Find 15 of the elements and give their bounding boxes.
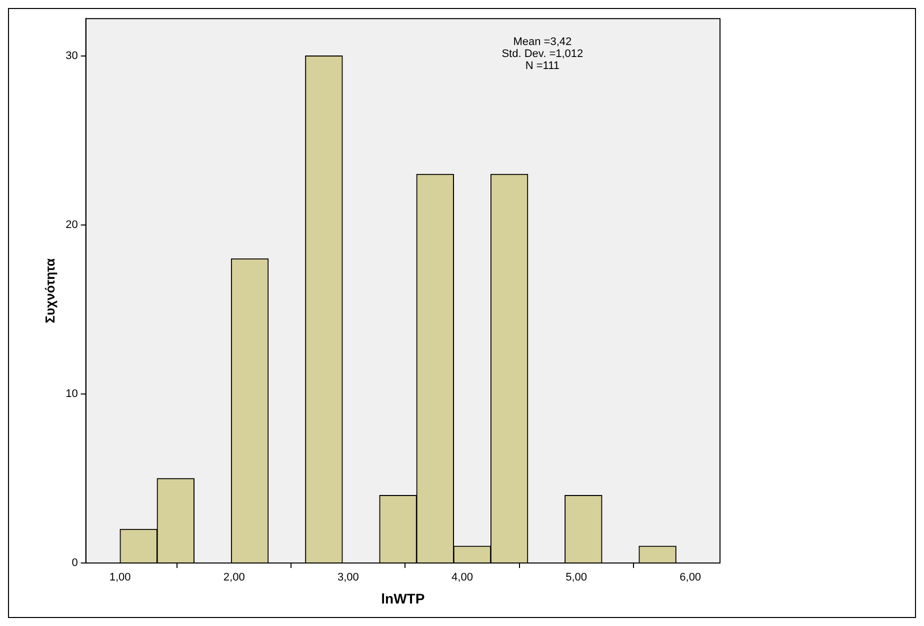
x-tick-label: 5,00: [566, 572, 587, 584]
y-tick-label: 10: [66, 388, 78, 400]
y-axis-title: Συχνότητα: [42, 258, 58, 324]
annotation: Mean =3,42: [513, 36, 572, 48]
x-tick-label: 4,00: [452, 572, 473, 584]
x-tick-label: 3,00: [337, 572, 359, 584]
x-axis-title: lnWTP: [381, 590, 425, 606]
y-tick-label: 30: [66, 50, 78, 62]
x-tick-label: 2,00: [223, 572, 245, 584]
annotation: N =111: [525, 60, 560, 72]
x-tick-label: 1,00: [109, 572, 131, 584]
annotation: Std. Dev. =1,012: [502, 48, 584, 60]
y-tick-label: 0: [72, 557, 78, 570]
x-tick-label: 6,00: [680, 572, 702, 584]
y-tick-label: 20: [66, 218, 78, 231]
